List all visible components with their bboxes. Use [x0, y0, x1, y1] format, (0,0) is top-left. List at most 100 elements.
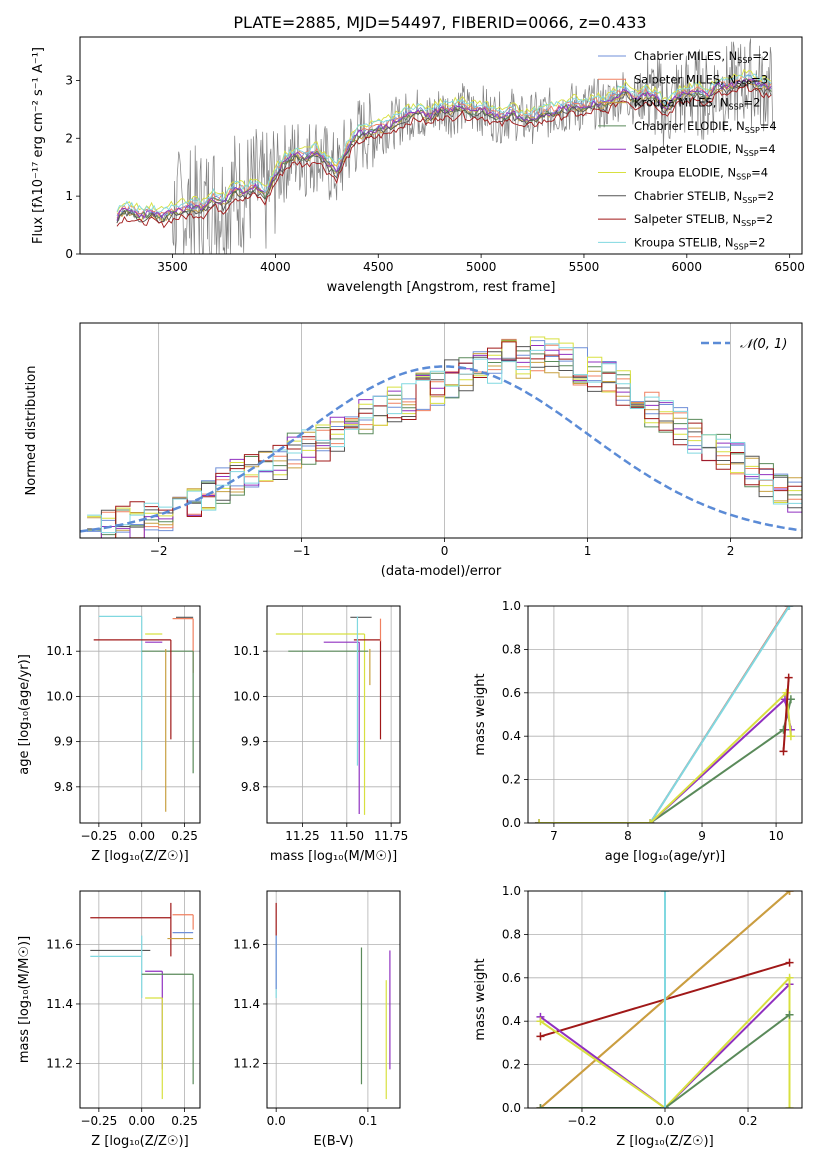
x-axis-label: E(B-V)	[313, 1134, 353, 1149]
legend: 𝒩(0, 1)	[701, 337, 787, 352]
x-tick-label: −2	[150, 544, 168, 558]
axes-frame	[527, 605, 803, 824]
axes-frame	[79, 605, 201, 824]
y-axis-label: Flux [fλ10⁻¹⁷ erg cm⁻² s⁻¹ A⁻¹]	[31, 47, 46, 244]
plot-area	[275, 616, 382, 815]
histogram-kroupa-stelib	[87, 343, 802, 534]
y-tick-label: 0.2	[502, 1058, 521, 1072]
axes-frame	[79, 322, 803, 539]
weight-line-chabrier-elodie	[539, 699, 792, 823]
x-tick-label: 0.25	[171, 829, 198, 843]
grid-lines	[158, 323, 731, 538]
legend-label: Kroupa MILES, NSSP=2	[634, 96, 760, 112]
plot-area	[80, 336, 802, 538]
age-vs-mass-panel: 11.25 11.50 11.75 9.8 9.9 10.0 10.1 mass [log₁₀…	[233, 605, 408, 864]
y-tick-label: 11.4	[46, 997, 73, 1011]
y-tick-label: 0.4	[502, 1014, 521, 1028]
x-tick-label: 3500	[157, 260, 188, 274]
y-tick-label: 3	[65, 73, 73, 87]
axes-frame	[266, 890, 401, 1109]
weight-marker	[786, 732, 795, 741]
weight-marker	[785, 958, 794, 967]
weight-marker	[785, 973, 794, 982]
y-tick-label: 1.0	[502, 599, 521, 613]
massweight-vs-age-panel: 7 8 9 10 0.0 0.2 0.4 0.6 0.8 1.0 age [log₁₀(age/yr…	[473, 599, 803, 864]
normal-curve	[80, 365, 801, 533]
y-tick-label: 10.1	[46, 644, 73, 658]
legend-label: 𝒩(0, 1)	[740, 337, 787, 352]
legend-label: Kroupa ELODIE, NSSP=4	[634, 166, 768, 182]
x-tick-label: 0	[441, 544, 449, 558]
legend: Chabrier MILES, NSSP=2 Salpeter MILES, NS…	[598, 49, 777, 251]
weight-line-chabrier-miles	[539, 606, 790, 823]
y-tick-label: 0.6	[502, 686, 521, 700]
plot-area	[93, 615, 194, 812]
x-tick-label: −0.2	[567, 1114, 596, 1128]
x-tick-label: 6000	[672, 260, 703, 274]
y-tick-label: 0.8	[502, 927, 521, 941]
model-line-salpeter-elodie	[116, 78, 772, 221]
mass-vs-metallicity-panel: −0.25 0.00 0.25 11.2 11.4 11.6 Z [log₁₀(Z/Z☉)]…	[17, 890, 201, 1149]
weight-line-chabrier-elodie	[540, 1013, 791, 1108]
x-axis-label: wavelength [Angstrom, rest frame]	[327, 280, 556, 295]
figure-title: PLATE=2885, MJD=54497, FIBERID=0066, z=0…	[233, 13, 646, 32]
y-tick-label: 0.4	[502, 729, 521, 743]
y-tick-label: 0.6	[502, 971, 521, 985]
weight-marker	[535, 819, 544, 823]
y-tick-label: 0	[65, 247, 73, 261]
x-axis-label: age [log₁₀(age/yr)]	[605, 849, 726, 864]
weight-line-kroupa-elodie	[539, 690, 792, 823]
weight-marker	[646, 819, 655, 823]
y-tick-label: 9.8	[54, 780, 73, 794]
weight-marker	[536, 1017, 545, 1026]
grid-lines	[80, 606, 200, 823]
x-tick-label: 8	[624, 829, 632, 843]
x-tick-label: 6500	[774, 260, 805, 274]
histogram-chabrier-stelib	[87, 346, 802, 530]
y-tick-label: 11.6	[233, 938, 260, 952]
spectrum-panel: 3500 4000 4500 5000 5500 6000 6500 0 1 2 3 waveleng…	[31, 36, 805, 295]
weight-marker	[536, 1104, 545, 1108]
plot-area	[535, 606, 795, 823]
weight-marker	[661, 1104, 669, 1108]
weight-marker	[536, 1032, 545, 1041]
plot-area	[116, 38, 774, 254]
y-tick-label: 11.4	[233, 997, 260, 1011]
x-tick-label: 1	[584, 544, 592, 558]
weight-line-salpeter-elodie	[539, 983, 791, 1108]
weight-marker	[779, 747, 788, 756]
weight-line-salpeter-miles	[539, 606, 790, 823]
weight-marker	[784, 673, 793, 682]
y-tick-label: 0.8	[502, 642, 521, 656]
x-tick-label: 5500	[569, 260, 600, 274]
plot-area	[536, 891, 794, 1108]
x-tick-label: 0.2	[738, 1114, 757, 1128]
y-tick-label: 10.0	[233, 689, 260, 703]
y-axis-label: mass weight	[473, 958, 488, 1040]
weight-line-kroupa-stelib	[539, 606, 791, 823]
y-tick-label: 0.0	[502, 1101, 521, 1115]
x-tick-label: 2	[727, 544, 735, 558]
y-tick-label: 2	[65, 131, 73, 145]
mass-vs-extinction-panel: 0.0 0.1 11.2 11.4 11.6 E(B-V)	[233, 890, 401, 1149]
weight-line-salpeter-elodie	[539, 697, 792, 823]
legend-label: Salpeter MILES, NSSP=3	[634, 72, 768, 88]
grid-lines	[267, 891, 400, 1108]
x-tick-label: 5000	[466, 260, 497, 274]
y-axis-label: mass [log₁₀(M/M☉)]	[17, 936, 32, 1063]
legend-label: Salpeter STELIB, NSSP=2	[634, 212, 773, 228]
legend-label: Chabrier STELIB, NSSP=2	[634, 189, 774, 205]
legend-label: Salpeter ELODIE, NSSP=4	[634, 142, 776, 158]
x-tick-label: −0.25	[80, 829, 117, 843]
age-vs-metallicity-panel: −0.25 0.00 0.25 9.8 9.9 10.0 10.1 Z [log₁₀(Z/Z☉…	[17, 605, 201, 864]
x-tick-label: 0.00	[128, 829, 155, 843]
model-line-salpeter-stelib	[116, 83, 772, 229]
x-tick-label: 4500	[363, 260, 394, 274]
x-tick-label: 4000	[260, 260, 291, 274]
y-tick-label: 0.2	[502, 773, 521, 787]
x-tick-label: 11.25	[285, 829, 319, 843]
x-axis-label: mass [log₁₀(M/M☉)]	[270, 849, 397, 864]
weight-marker	[661, 891, 669, 895]
y-tick-label: 11.2	[46, 1056, 73, 1070]
